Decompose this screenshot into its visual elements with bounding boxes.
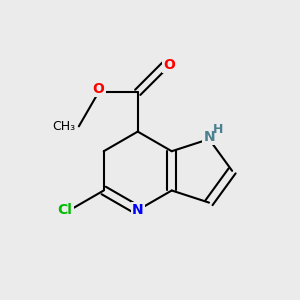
Text: CH₃: CH₃: [52, 120, 75, 133]
Text: O: O: [92, 82, 104, 96]
Text: Cl: Cl: [57, 203, 72, 217]
Text: O: O: [163, 58, 175, 72]
Text: N: N: [132, 203, 143, 217]
Text: H: H: [212, 123, 223, 136]
Text: N: N: [203, 130, 215, 144]
